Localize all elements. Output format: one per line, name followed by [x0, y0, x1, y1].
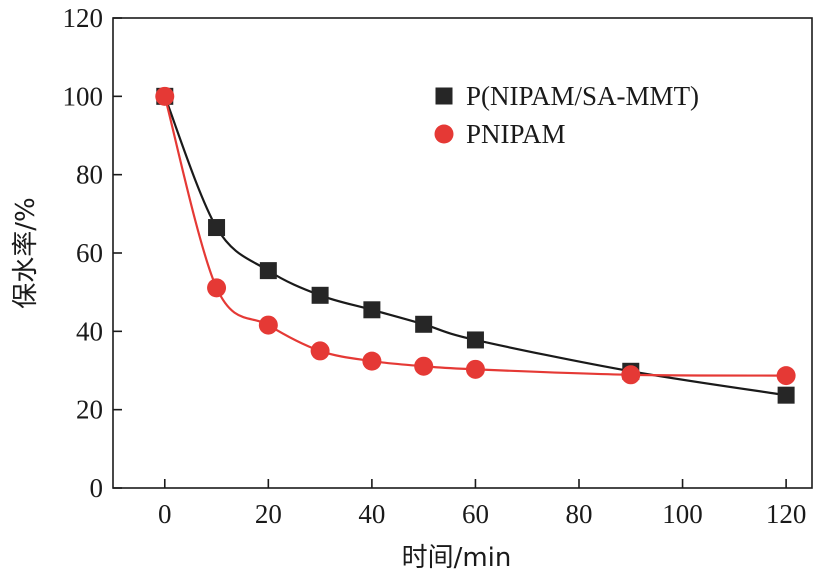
legend-marker-circle [434, 124, 454, 144]
y-tick-label: 40 [76, 316, 103, 346]
data-markers [155, 86, 796, 404]
data-point-circle [310, 341, 330, 361]
y-tick-label: 60 [76, 238, 103, 268]
data-point-circle [776, 366, 796, 386]
data-point-square [777, 386, 795, 404]
data-point-circle [362, 351, 382, 371]
data-point-square [363, 301, 381, 319]
x-axis-title: 时间/min [402, 543, 512, 573]
data-point-circle [414, 356, 434, 376]
data-point-square [466, 331, 484, 349]
data-point-circle [258, 315, 278, 335]
x-tick-label: 40 [358, 499, 385, 529]
y-tick-label: 0 [90, 473, 104, 503]
data-point-square [415, 315, 433, 333]
data-point-circle [207, 278, 227, 298]
legend: P(NIPAM/SA-MMT) PNIPAM [434, 81, 699, 149]
legend-marker-square [435, 87, 453, 105]
axes: 0 20 40 60 80 100 120 0 20 40 60 80 100 120 时间/min 保水率/… [11, 3, 813, 573]
y-axis-title: 保水率/% [11, 197, 41, 308]
x-tick-label: 100 [662, 499, 703, 529]
y-tick-label: 80 [76, 160, 103, 190]
x-tick-label: 60 [462, 499, 489, 529]
x-tick-label: 20 [255, 499, 282, 529]
data-point-square [311, 286, 329, 304]
data-point-circle [621, 365, 641, 385]
x-tick-label: 0 [158, 499, 172, 529]
y-tick-label: 20 [76, 395, 103, 425]
data-point-circle [465, 359, 485, 379]
legend-label: P(NIPAM/SA-MMT) [466, 81, 699, 111]
data-point-square [208, 219, 226, 237]
x-tick-label: 80 [566, 499, 593, 529]
plot-frame [112, 17, 813, 489]
data-point-circle [155, 86, 175, 106]
data-point-square [259, 262, 277, 280]
y-tick-label: 100 [63, 81, 104, 111]
x-tick-label: 120 [766, 499, 807, 529]
legend-label: PNIPAM [466, 119, 566, 149]
y-tick-label: 120 [63, 3, 104, 33]
